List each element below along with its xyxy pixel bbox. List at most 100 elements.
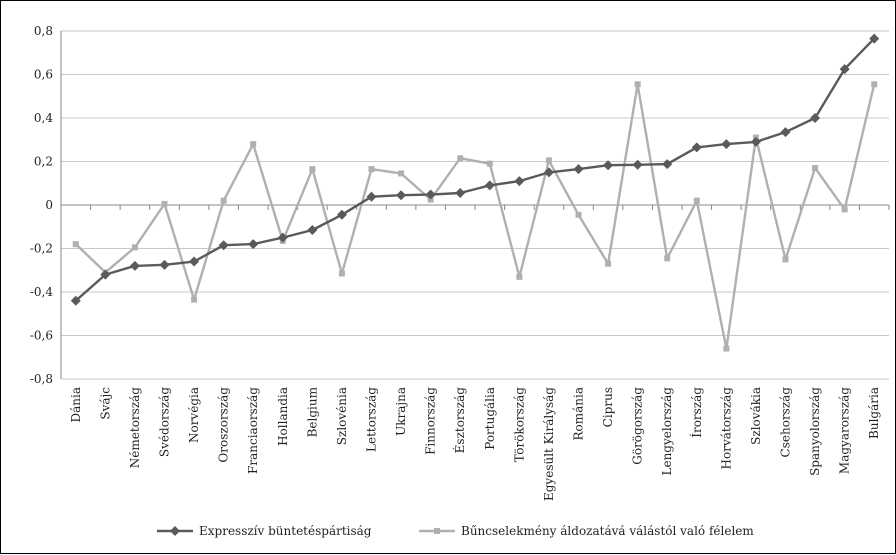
data-point [782,256,789,263]
data-point [603,160,614,171]
x-tick-label: Hollandia [276,387,290,446]
x-tick-label: Dánia [69,387,83,423]
y-tick-label: 0,4 [34,111,53,125]
series-line [74,83,876,350]
series-line [75,37,876,302]
x-tick-label: Lettország [365,387,379,452]
x-tick-label: Franciaország [246,387,260,474]
y-tick-label: 0 [45,198,53,212]
y-tick-label: -0,8 [30,372,53,386]
data-point [427,196,434,203]
x-tick-label: Szlovénia [335,387,349,445]
data-point [573,164,584,175]
data-point [189,256,200,267]
data-point [368,166,375,173]
data-point [721,139,732,150]
data-point [486,160,493,167]
data-point [70,295,81,306]
data-point [161,200,168,207]
y-tick-label: -0,4 [30,285,54,299]
legend-label: Expresszív büntetéspártiság [199,524,372,538]
legend-label: Bűncselekmény áldozatává válástól való f… [461,524,754,538]
data-point [191,296,198,303]
data-point [338,270,345,277]
data-point [664,255,671,262]
data-point [812,165,819,172]
data-point [220,197,227,204]
data-point [250,141,257,148]
data-point [72,241,79,248]
data-point [309,166,316,173]
data-point [691,142,702,153]
data-point [484,180,495,191]
data-point [159,259,170,270]
x-tick-label: Lengyelország [660,387,674,476]
data-point [605,260,612,267]
data-point [634,81,641,88]
data-point [516,273,523,280]
x-tick-label: Észtország [452,387,467,454]
data-point [780,127,791,138]
data-point [131,244,138,251]
y-tick-label: -0,2 [30,242,53,256]
x-tick-label: Portugália [483,387,497,450]
data-point [543,167,554,178]
data-point [693,197,700,204]
x-tick-label: Görögország [631,387,645,465]
x-tick-label: Oroszország [217,387,231,463]
x-tick-label: Szlovákia [749,387,763,445]
x-tick-label: Magyarország [838,387,852,474]
x-tick-label: Ciprus [601,387,615,427]
y-tick-label: 0,6 [34,68,53,82]
data-point [100,269,111,280]
data-point [129,260,140,271]
data-point [366,191,377,202]
y-axis: -0,8 -0,6 -0,4 -0,2 0 0,2 0,4 0,6 0,8 [30,24,62,386]
data-point [632,159,643,170]
data-point [723,345,730,352]
data-point [248,239,259,250]
data-point [575,211,582,218]
x-tick-label: Svájc [98,387,112,420]
data-point [457,155,464,162]
x-tick-label: Törökország [512,387,526,463]
x-tick-label: Bulgária [867,387,881,439]
x-tick-label: Belgium [305,386,319,437]
y-tick-label: 0,8 [34,24,53,38]
x-tick-label: Egyesült Királyság [542,387,556,501]
legend: Expresszív büntetéspártiság Bűncselekmény… [157,524,754,538]
data-point [398,170,405,177]
x-tick-label: Horvátország [719,387,733,470]
x-tick-label: Finnország [424,387,438,455]
data-point [336,209,347,220]
data-point [514,176,525,187]
data-point [662,159,673,170]
x-axis: Dánia Svájc Németország Svédország Norvégia O… [60,204,890,501]
y-tick-label: -0,6 [30,329,53,343]
data-point [277,232,288,243]
data-point [841,206,848,213]
data-point [425,189,436,200]
x-tick-label: Németország [128,387,142,469]
data-point [869,33,880,44]
legend-marker [434,528,440,534]
x-tick-label: Svédország [158,387,172,457]
data-point [871,81,878,88]
data-point [545,157,552,164]
legend-marker [170,526,180,536]
data-point [839,64,850,75]
x-tick-label: Írország [689,387,704,438]
x-tick-label: Spanyolország [808,387,822,476]
data-point [307,225,318,236]
x-tick-label: Románia [572,387,586,441]
y-tick-label: 0,2 [34,155,53,169]
data-point [218,240,229,251]
series-layer [70,33,880,352]
data-point [750,136,761,147]
x-tick-label: Csehország [779,387,793,458]
x-tick-label: Ukrajna [394,387,408,436]
data-point [810,113,821,123]
x-tick-label: Norvégia [187,387,201,443]
